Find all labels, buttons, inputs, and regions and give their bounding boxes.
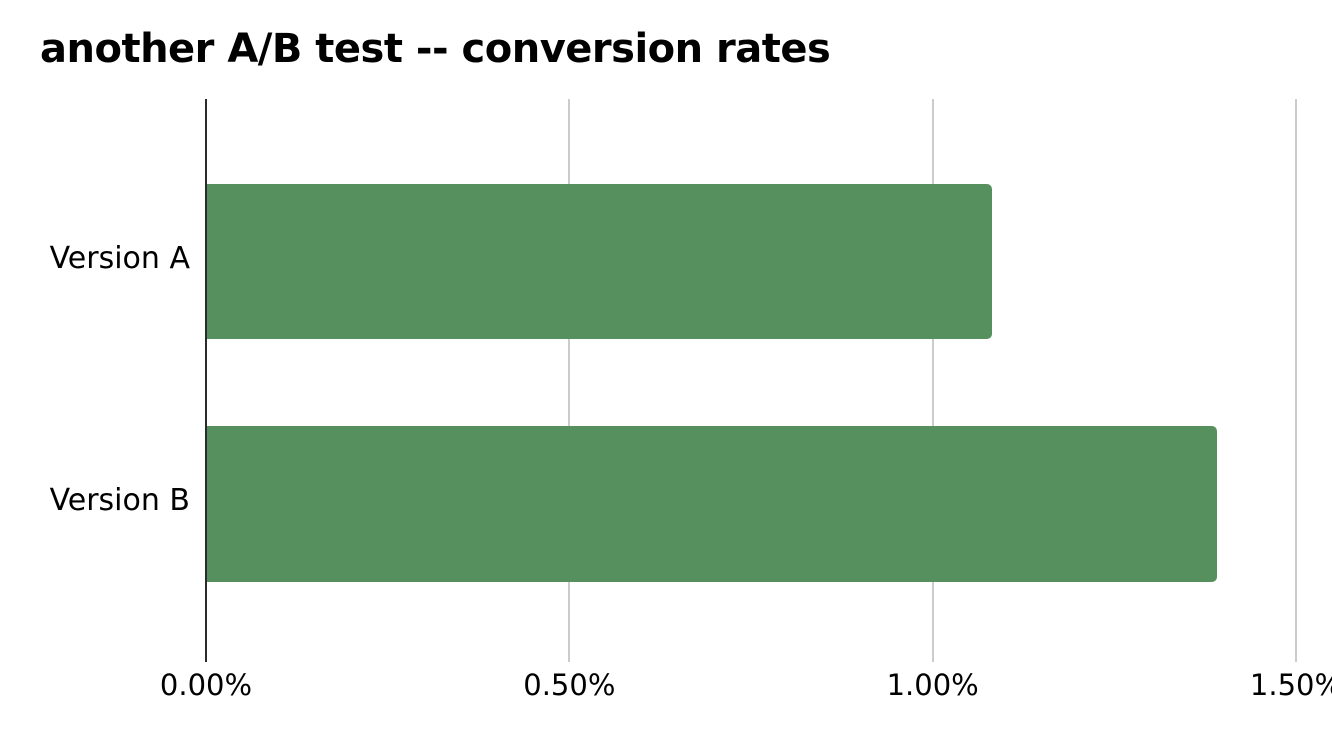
- plot-area: [205, 99, 1297, 662]
- x-tick-label: 1.50%: [1249, 668, 1332, 702]
- gridline: [1295, 99, 1297, 662]
- x-tick-label: 1.00%: [886, 668, 979, 702]
- category-label: Version B: [49, 483, 190, 518]
- bar-version-a: [207, 184, 992, 339]
- y-axis-line: [205, 99, 207, 662]
- gridline: [931, 99, 934, 662]
- gridline: [568, 99, 571, 662]
- category-label: Version A: [49, 240, 190, 276]
- x-tick-label: 0.00%: [159, 668, 253, 702]
- bar-version-b: [207, 426, 1218, 582]
- chart-title: another A/B test -- conversion rates: [40, 26, 831, 72]
- x-tick-label: 0.50%: [523, 668, 616, 702]
